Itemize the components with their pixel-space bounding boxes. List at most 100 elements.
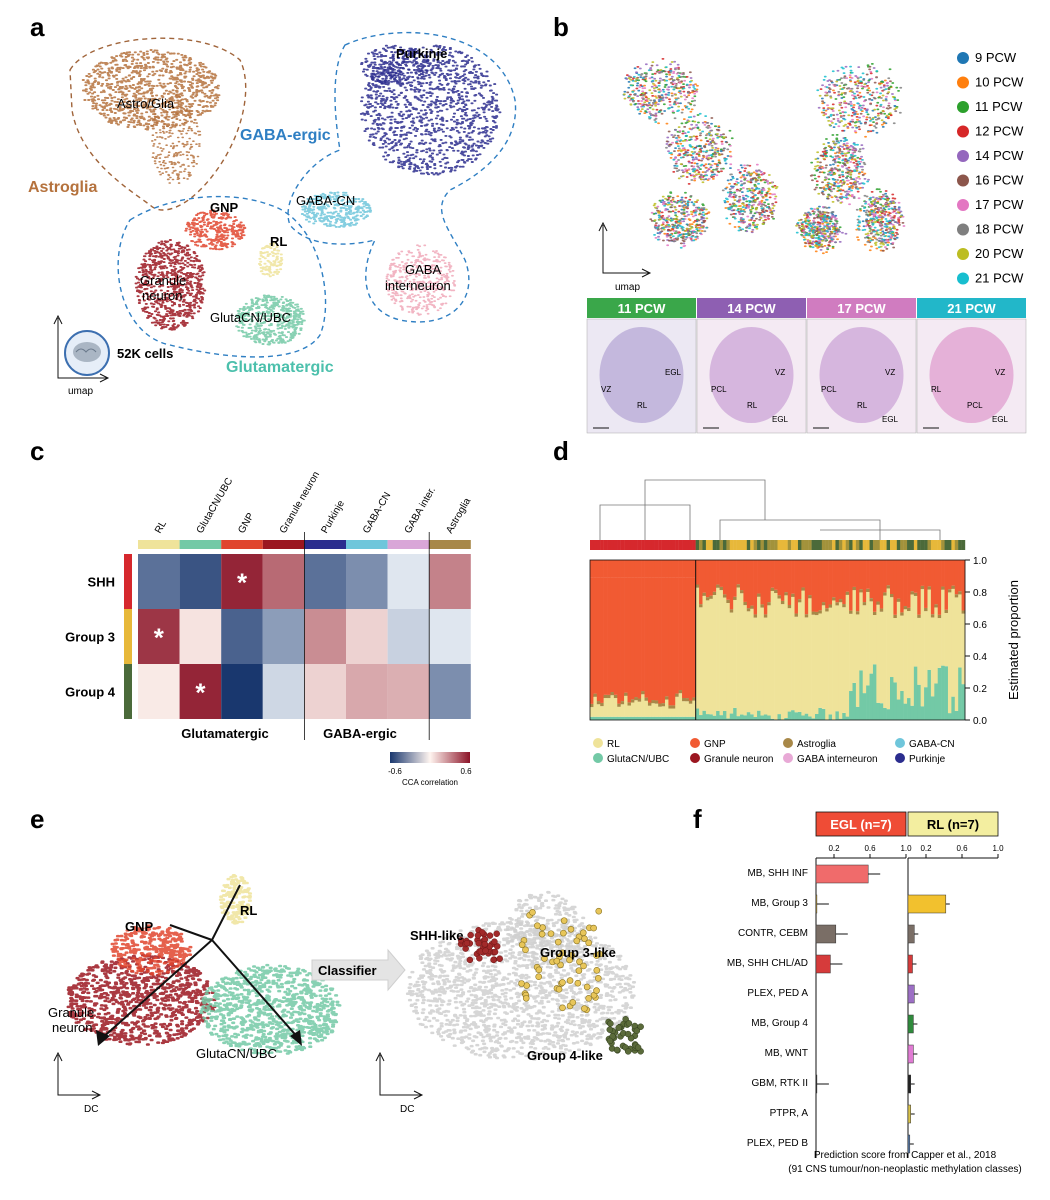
rl-header (907, 811, 999, 837)
group3-like-point (593, 967, 601, 974)
proportion-seg-106-0 (951, 696, 956, 720)
group3-like-point (559, 979, 566, 986)
heat-cell-2-1 (179, 664, 222, 719)
subgroup-bar-103 (941, 540, 945, 550)
proportion-seg-27-1 (682, 701, 686, 717)
histology-title-3: 21 PCW (947, 301, 996, 316)
heat-cell-1-3 (262, 609, 305, 664)
proportion-seg-88-3 (890, 560, 894, 594)
legend-dot-20-PCW (957, 248, 969, 260)
proportion-seg-93-0 (907, 698, 911, 720)
proportion-seg-17-0 (647, 716, 652, 720)
subgroup-bar-48 (753, 540, 758, 550)
proportion-seg-19-1 (654, 703, 659, 717)
pcw-cells-3-9 (723, 174, 769, 232)
proportion-seg-64-1 (808, 598, 812, 717)
ytick-label-3: 0.4 (973, 652, 987, 663)
category-label-5: MB, Group 4 (751, 1018, 808, 1029)
proportion-seg-22-0 (665, 716, 669, 720)
group3-like-point (585, 939, 592, 947)
proportion-seg-35-0 (709, 714, 714, 720)
legend-label-18-PCW: 18 PCW (975, 222, 1024, 237)
subgroup-bar-10 (624, 540, 628, 550)
legend-label-11-PCW: 11 PCW (975, 99, 1023, 114)
row-label-0: SHH (88, 575, 115, 590)
proportion-seg-27-2 (682, 698, 686, 702)
proportion-seg-41-1 (729, 612, 734, 714)
proportion-seg-14-2 (637, 698, 642, 702)
dc-axis-left-label: DC (84, 1104, 98, 1115)
proportion-seg-68-0 (821, 708, 826, 720)
prediction-bar-chart: EGL (n=7) RL (n=7) 0.2 0.6 1.0 0.2 0.6 1.0 MB, S… (727, 811, 1004, 1158)
proportion-seg-50-2 (760, 604, 765, 608)
proportion-seg-50-1 (760, 607, 765, 716)
group3-like-point (554, 938, 562, 946)
proportion-seg-60-1 (794, 616, 799, 713)
col-color-6 (387, 540, 430, 549)
proportion-seg-16-0 (644, 716, 649, 720)
category-label-4: PLEX, PED A (747, 988, 808, 999)
proportion-seg-70-0 (828, 714, 833, 720)
proportion-seg-24-2 (671, 705, 676, 709)
category-label-8: PTPR, A (770, 1108, 809, 1119)
proportion-seg-98-0 (924, 687, 928, 720)
ytick-label-1: 0.8 (973, 588, 987, 599)
egl-header (815, 811, 907, 837)
rl-bar-2 (907, 924, 915, 944)
proportion-seg-56-3 (780, 560, 785, 601)
proportion-seg-66-0 (815, 713, 819, 720)
proportion-seg-82-0 (869, 673, 874, 720)
subgroup-bar-51 (763, 540, 768, 550)
subgroup-bar-29 (688, 540, 693, 550)
proportion-seg-61-2 (797, 599, 802, 603)
subgroup-bar-54 (774, 540, 778, 550)
subgroup-bar-46 (746, 540, 751, 550)
histology-label-0-2: RL (637, 401, 648, 410)
proportion-seg-45-3 (743, 560, 748, 602)
proportion-seg-71-1 (832, 600, 836, 720)
proportion-seg-37-3 (716, 560, 720, 585)
subgroup-bar-11 (627, 540, 632, 550)
col-label-7: Astroglia (444, 496, 473, 536)
pcw-cells-7-9 (795, 207, 836, 249)
proportion-seg-93-1 (907, 611, 911, 699)
gaba-ergic-group-label: GABA-ergic (240, 127, 331, 144)
rl-traj-cells (218, 874, 253, 925)
proportion-seg-96-1 (917, 617, 921, 685)
egl-bar-1 (815, 894, 818, 914)
shh-like-point (493, 930, 500, 938)
subgroup-bar-9 (620, 540, 625, 550)
legend-label-12-PCW: 12 PCW (975, 124, 1024, 139)
proportion-seg-30-3 (692, 577, 696, 698)
heat-cell-0-3 (262, 554, 305, 609)
trajectory-scatter (66, 874, 342, 1056)
proportion-seg-98-3 (924, 560, 928, 608)
proportion-seg-72-0 (835, 711, 840, 720)
proportion-seg-39-2 (722, 594, 727, 598)
proportion-seg-78-3 (855, 560, 860, 612)
astroglia-cells-tail (150, 94, 202, 184)
subgroup-bar-6 (610, 540, 615, 550)
proportion-seg-25-0 (675, 716, 679, 720)
proportion-seg-45-0 (743, 715, 748, 720)
proportion-seg-40-1 (726, 603, 731, 719)
rl-header-label: RL (n=7) (927, 817, 979, 832)
proportion-seg-15-3 (641, 577, 645, 692)
subgroup-bar-79 (859, 540, 863, 550)
f-tick-label-0-0: 0.2 (828, 844, 840, 853)
histology-header-2 (807, 298, 916, 318)
proportion-seg-101-0 (934, 683, 939, 720)
proportion-seg-73-0 (838, 718, 843, 720)
heat-cell-0-6 (387, 554, 430, 609)
proportion-seg-98-2 (924, 607, 928, 612)
proportion-seg-62-2 (801, 587, 806, 591)
f-tick-label-0-2: 1.0 (900, 844, 912, 853)
proportion-seg-109-0 (961, 684, 966, 720)
proportion-top-28 (685, 560, 690, 578)
proportion-seg-54-2 (774, 589, 778, 594)
proportion-seg-53-0 (770, 718, 775, 720)
pcw-cells-6-8 (864, 195, 903, 248)
proportion-seg-52-2 (767, 602, 771, 606)
histology-label-2-2: RL (857, 401, 868, 410)
